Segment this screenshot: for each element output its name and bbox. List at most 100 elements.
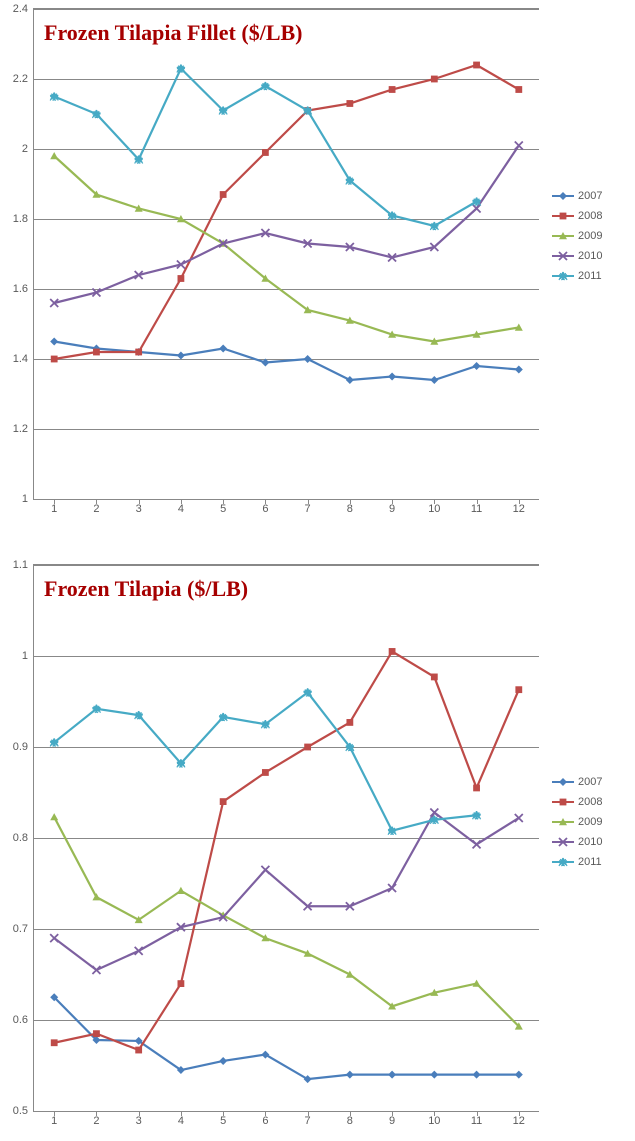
series-marker-2011 [346,743,354,751]
series-marker-2011 [261,82,269,90]
ytick-label: 0.7 [13,923,34,935]
series-marker-2009 [92,893,100,900]
legend-item-2011: 2011 [552,856,602,868]
series-marker-2008 [304,744,311,751]
series-marker-2010 [388,884,396,892]
xtick-label: 3 [136,1111,142,1127]
legend-item-2008: 2008 [552,210,602,222]
series-marker-2007 [219,345,227,353]
series-marker-2009 [177,887,185,894]
series-marker-2008 [389,648,396,655]
series-marker-2008 [51,356,58,363]
xtick-label: 6 [262,1111,268,1127]
ytick-label: 0.6 [13,1014,34,1026]
series-marker-2007 [219,1057,227,1065]
legend-item-2007: 2007 [552,190,602,202]
series-marker-2007 [346,1071,354,1079]
series-marker-2008 [93,1030,100,1037]
legend-item-2009: 2009 [552,230,602,242]
ytick-label: 0.5 [13,1105,34,1117]
chart-svg [34,9,539,499]
series-marker-2011 [304,107,312,115]
xtick-label: 3 [136,499,142,515]
series-marker-2008 [51,1039,58,1046]
series-marker-2007 [473,362,481,370]
legend-item-2011: 2011 [552,270,602,282]
xtick-label: 12 [513,499,525,515]
series-marker-2007 [50,338,58,346]
plot-area: 0.50.60.70.80.911.1 123456789101112 [33,564,539,1112]
series-marker-2011 [388,827,396,835]
xtick-label: 11 [471,499,482,515]
series-marker-2011 [388,212,396,220]
series-marker-2008 [515,686,522,693]
series-marker-2008 [431,76,438,83]
series-marker-2010 [473,840,481,848]
xtick-label: 2 [93,499,99,515]
legend-label: 2009 [578,230,602,242]
series-marker-2011 [135,711,143,719]
legend-label: 2007 [578,190,602,202]
ytick-label: 1.1 [13,559,34,571]
ytick-label: 1.8 [13,213,34,225]
legend-item-2010: 2010 [552,250,602,262]
legend-item-2009: 2009 [552,816,602,828]
series-marker-2008 [178,275,185,282]
series-marker-2008 [515,86,522,93]
series-marker-2007 [515,1071,523,1079]
series-marker-2010 [430,809,438,817]
series-marker-2010 [50,934,58,942]
series-line-2007 [54,997,519,1079]
series-marker-2010 [261,866,269,874]
series-marker-2008 [473,785,480,792]
series-marker-2011 [304,688,312,696]
series-marker-2007 [261,359,269,367]
legend-label: 2010 [578,250,602,262]
series-marker-2010 [473,205,481,213]
series-line-2008 [54,65,519,359]
legend-item-2007: 2007 [552,776,602,788]
legend-label: 2010 [578,836,602,848]
series-line-2010 [54,146,519,304]
series-marker-2010 [92,966,100,974]
series-marker-2010 [515,142,523,150]
series-marker-2010 [135,947,143,955]
xtick-label: 8 [347,1111,353,1127]
xtick-label: 8 [347,499,353,515]
series-marker-2007 [177,352,185,360]
series-marker-2010 [515,814,523,822]
series-marker-2011 [177,65,185,73]
xtick-label: 7 [305,499,311,515]
xtick-label: 5 [220,1111,226,1127]
xtick-label: 10 [428,499,440,515]
legend: 2007 2008 2009 2010 [552,776,602,868]
series-marker-2011 [92,110,100,118]
chart-gap [0,528,635,556]
series-marker-2008 [220,798,227,805]
series-marker-2011 [430,816,438,824]
series-marker-2011 [473,811,481,819]
plot-area: 11.21.41.61.822.22.4 123456789101112 [33,8,539,500]
legend-item-2008: 2008 [552,796,602,808]
chart-block: Frozen Tilapia Fillet ($/LB) 11.21.41.61… [0,0,635,528]
chart-block: Frozen Tilapia ($/LB) 0.50.60.70.80.911.… [0,556,635,1141]
series-marker-2007 [346,376,354,384]
xtick-label: 1 [51,499,57,515]
series-line-2009 [54,817,519,1026]
series-line-2011 [54,692,476,830]
legend-item-2010: 2010 [552,836,602,848]
series-marker-2008 [135,1047,142,1054]
series-marker-2008 [346,719,353,726]
ytick-label: 1 [22,650,34,662]
ytick-label: 2.2 [13,73,34,85]
series-marker-2008 [262,149,269,156]
chart-title: Frozen Tilapia Fillet ($/LB) [44,20,303,46]
series-marker-2011 [473,198,481,206]
ytick-label: 2.4 [13,3,34,15]
legend-label: 2008 [578,210,602,222]
xtick-label: 7 [305,1111,311,1127]
series-marker-2008 [178,980,185,987]
series-line-2007 [54,342,519,381]
series-marker-2009 [50,152,58,159]
series-marker-2011 [50,93,58,101]
